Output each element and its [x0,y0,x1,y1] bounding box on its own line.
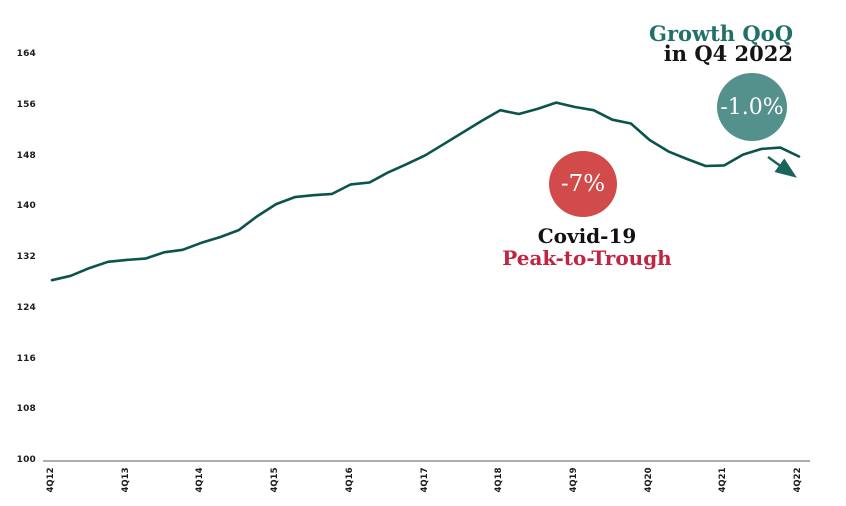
x-tick-label: 4Q18 [494,467,505,493]
x-tick-label: 4Q13 [120,467,131,493]
growth-qoq-badge: -1.0% [717,73,787,141]
covid-drop-value: -7% [560,171,606,197]
y-tick-label: 108 [16,404,36,415]
x-tick-label: 4Q14 [195,467,206,493]
x-tick-label: 4Q20 [643,467,654,493]
growth-qoq-value: -1.0% [720,94,784,120]
y-tick-label: 100 [16,455,36,465]
y-tick-label: 156 [16,99,36,110]
x-tick-label: 4Q21 [718,467,729,493]
x-tick-label: 4Q16 [344,467,355,493]
covid-caption-title: Covid-19 [537,224,637,248]
growth-caption-subtitle: in Q4 2022 [663,41,793,66]
index-line [50,101,801,282]
y-tick-label: 148 [16,150,36,161]
x-tick-label: 4Q12 [46,467,56,493]
covid-caption: Covid-19 Peak-to-Trough [457,225,717,269]
covid-caption-subtitle: Peak-to-Trough [502,246,672,270]
x-tick-label: 4Q15 [270,467,281,493]
covid-drop-badge: -7% [549,151,617,217]
y-tick-label: 132 [16,252,36,262]
y-tick-label: 124 [16,302,36,313]
y-tick-label: 116 [16,353,36,364]
x-tick-label: 4Q22 [793,467,803,493]
x-tick-label: 4Q19 [568,467,579,493]
growth-caption-title: Growth QoQ [649,21,793,46]
y-tick-label: 140 [16,201,36,212]
growth-caption: Growth QoQ in Q4 2022 [533,21,793,66]
y-tick-label: 164 [16,49,36,59]
x-tick-label: 4Q17 [419,467,430,493]
trend-down-arrow-icon [767,156,797,178]
